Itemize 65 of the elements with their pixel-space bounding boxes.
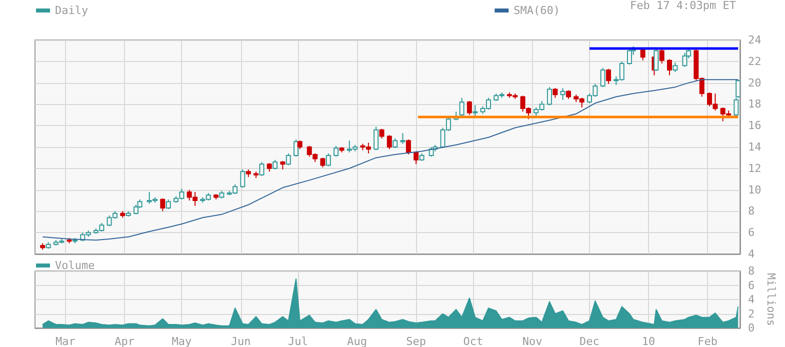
candlestick bbox=[659, 49, 664, 64]
x-tick-label: Sep bbox=[406, 335, 426, 347]
x-tick-label: Aug bbox=[347, 335, 367, 347]
candlestick bbox=[320, 157, 326, 168]
y-tick-label: 18 bbox=[748, 98, 762, 111]
y-tick-label: 4 bbox=[748, 248, 755, 260]
candlestick bbox=[259, 161, 264, 176]
candlestick bbox=[166, 198, 171, 210]
x-tick-label: Jul bbox=[288, 335, 308, 347]
y-tick-label: 16 bbox=[748, 119, 762, 132]
y-tick-label: 8 bbox=[748, 204, 755, 218]
text: Feb 17 4:03pm ET bbox=[630, 0, 736, 12]
y-tick-label: 24 bbox=[748, 34, 762, 46]
candlestick bbox=[160, 198, 166, 212]
candlestick bbox=[286, 152, 291, 166]
candlestick bbox=[272, 159, 278, 170]
candlestick bbox=[326, 152, 331, 167]
candlestick bbox=[546, 86, 552, 106]
candlestick bbox=[240, 168, 246, 188]
candlestick bbox=[428, 146, 434, 158]
candlestick bbox=[600, 67, 606, 88]
x-tick-label: Jun bbox=[230, 335, 251, 347]
legend-label: SMA(60) bbox=[514, 4, 560, 17]
candlestick bbox=[682, 52, 688, 68]
candlestick bbox=[334, 145, 339, 158]
candlestick bbox=[400, 132, 406, 144]
y-tick-label: 10 bbox=[748, 183, 762, 196]
y-tick-label: 2 bbox=[748, 307, 755, 320]
y-tick-label: 6 bbox=[748, 226, 755, 240]
candlestick bbox=[472, 104, 478, 116]
candlestick bbox=[667, 58, 672, 76]
candlestick bbox=[606, 68, 612, 84]
candlestick bbox=[392, 138, 398, 149]
x-tick-label: Mar bbox=[56, 335, 76, 347]
y-tick-label: 14 bbox=[748, 140, 762, 154]
y-tick-label: 6 bbox=[748, 278, 755, 292]
candlestick bbox=[294, 139, 299, 158]
line-series bbox=[42, 79, 739, 241]
candlestick bbox=[626, 48, 632, 66]
candlestick bbox=[406, 139, 411, 155]
x-tick-label: Oct bbox=[463, 335, 484, 347]
y-tick-label: 8 bbox=[748, 264, 755, 278]
candlestick bbox=[552, 88, 558, 98]
candlestick bbox=[374, 126, 379, 151]
candlestick bbox=[466, 100, 472, 116]
candlestick bbox=[672, 62, 678, 73]
y-tick-label: 20 bbox=[748, 76, 762, 90]
x-tick-label: Feb bbox=[698, 335, 718, 347]
y-tick-label: 12 bbox=[748, 162, 762, 175]
candlestick bbox=[414, 150, 419, 165]
y-tick-label: 4 bbox=[748, 293, 755, 306]
candlestick bbox=[560, 88, 566, 100]
x-tick-label: Dec bbox=[580, 335, 600, 347]
candlestick bbox=[379, 128, 384, 139]
y-tick-label: 22 bbox=[748, 54, 762, 68]
legend-label: Daily bbox=[55, 4, 88, 17]
x-tick-label: Nov bbox=[522, 335, 543, 347]
x-tick-label: Apr bbox=[114, 335, 135, 347]
candlestick bbox=[386, 134, 392, 150]
x-tick-label: May bbox=[172, 335, 192, 347]
y-tick-label: 0 bbox=[748, 322, 755, 334]
legend-label: Volume bbox=[55, 259, 95, 272]
x-tick-label: 10 bbox=[642, 335, 656, 347]
y-axis-title: Millions bbox=[764, 273, 778, 326]
candlestick bbox=[459, 97, 464, 116]
